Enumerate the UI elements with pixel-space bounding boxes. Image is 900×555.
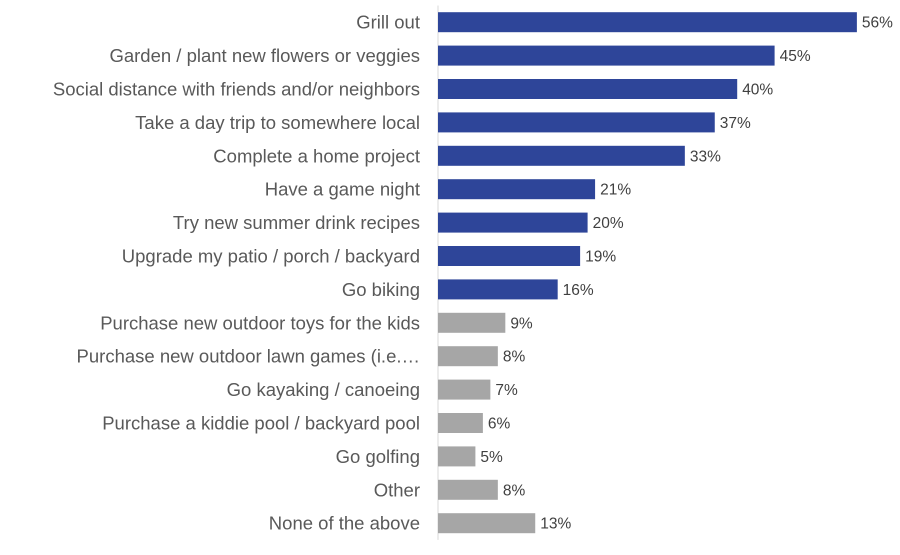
category-label: Garden / plant new flowers or veggies: [109, 45, 420, 66]
category-label: Try new summer drink recipes: [173, 212, 420, 233]
bar: [438, 513, 536, 534]
category-label: Have a game night: [265, 179, 420, 200]
category-label: Take a day trip to somewhere local: [135, 112, 420, 133]
bar: [438, 179, 596, 200]
category-label: Go golfing: [336, 446, 420, 467]
category-label: Complete a home project: [213, 145, 420, 166]
value-label: 13%: [540, 516, 571, 533]
category-label: Social distance with friends and/or neig…: [53, 79, 420, 100]
value-label: 20%: [593, 215, 624, 232]
bar: [438, 479, 498, 500]
value-labels-group: 56%45%40%37%33%21%20%19%16%9%8%7%6%5%8%1…: [480, 15, 893, 533]
value-label: 6%: [488, 416, 511, 433]
bar: [438, 279, 558, 300]
bars-group: [438, 12, 857, 534]
bar: [438, 413, 483, 433]
category-label: Other: [374, 479, 420, 500]
bar: [438, 145, 685, 166]
category-label: Go biking: [342, 279, 420, 300]
value-label: 5%: [480, 449, 503, 466]
value-label: 19%: [585, 249, 616, 266]
value-label: 8%: [503, 482, 526, 499]
value-label: 8%: [503, 349, 526, 366]
category-label: None of the above: [269, 513, 420, 534]
value-label: 21%: [600, 182, 631, 199]
bar: [438, 45, 775, 66]
bar: [438, 246, 581, 266]
value-label: 33%: [690, 148, 721, 165]
value-label: 40%: [742, 82, 773, 99]
value-label: 45%: [780, 48, 811, 65]
bar: [438, 12, 857, 33]
bar: [438, 446, 476, 467]
category-label: Go kayaking / canoeing: [227, 379, 420, 400]
category-label: Upgrade my patio / porch / backyard: [122, 246, 420, 267]
bar: [438, 212, 588, 233]
value-label: 9%: [510, 315, 533, 332]
value-label: 16%: [563, 282, 594, 299]
value-label: 56%: [862, 15, 893, 32]
value-label: 7%: [495, 382, 518, 399]
bar: [438, 312, 506, 333]
category-label: Grill out: [356, 12, 420, 33]
bar: [438, 112, 715, 133]
bar: [438, 379, 491, 400]
value-label: 37%: [720, 115, 751, 132]
category-label: Purchase new outdoor toys for the kids: [100, 312, 420, 333]
category-label: Purchase new outdoor lawn games (i.e.…: [77, 346, 420, 367]
category-labels-group: Grill out Garden / plant new flowers or v…: [53, 12, 420, 534]
bar: [438, 79, 738, 99]
category-label: Purchase a kiddie pool / backyard pool: [102, 413, 420, 434]
bar: [438, 346, 498, 367]
